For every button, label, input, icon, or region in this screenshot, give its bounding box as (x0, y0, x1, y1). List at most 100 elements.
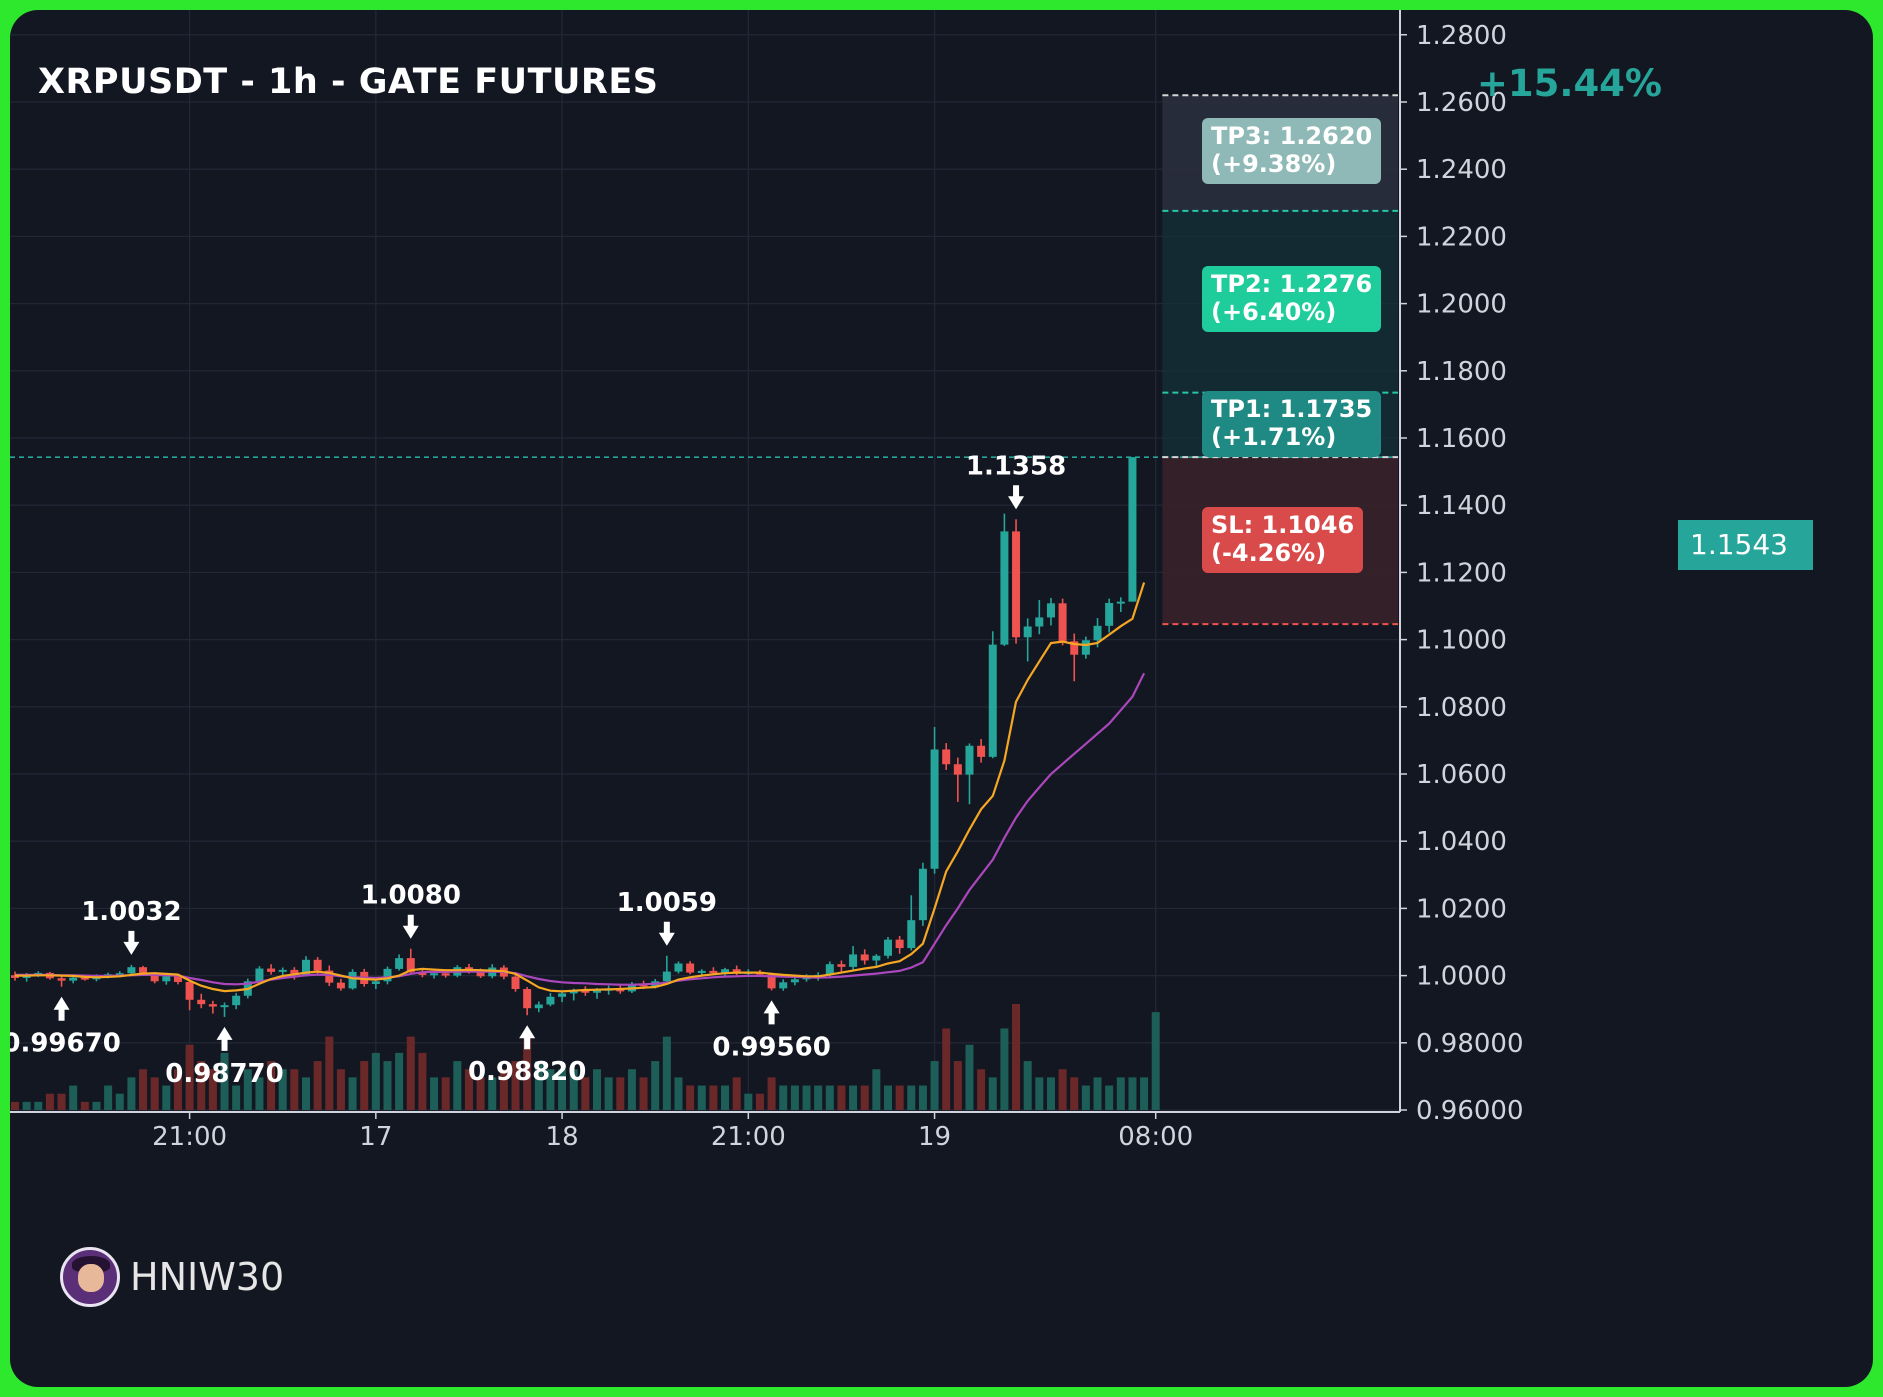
candle-body (186, 982, 194, 1000)
volume-bar (884, 1086, 892, 1110)
volume-bar (756, 1094, 764, 1110)
volume-bar (616, 1077, 624, 1110)
price-tick-label: 1.1800 (1416, 357, 1507, 387)
volume-bar (861, 1086, 869, 1110)
swing-high-label: 1.0032 (81, 897, 181, 927)
volume-bar (849, 1086, 857, 1110)
candle-body (1000, 531, 1008, 644)
volume-bar (314, 1061, 322, 1110)
swing-low-label: 0.98770 (165, 1059, 283, 1089)
candle-body (1059, 603, 1067, 641)
volume-bar (430, 1077, 438, 1110)
price-tick-label: 1.2400 (1416, 155, 1507, 185)
candle-body (139, 967, 147, 973)
candle-body (698, 971, 706, 973)
candle-body (1012, 531, 1020, 637)
volume-bar (628, 1069, 636, 1110)
candle-body (1094, 626, 1102, 640)
candle-body (1035, 617, 1043, 626)
volume-bar (593, 1069, 601, 1110)
down-arrow-icon (659, 922, 675, 946)
volume-bar (92, 1102, 100, 1110)
price-tick-label: 0.98000 (1416, 1029, 1524, 1059)
volume-bar (989, 1077, 997, 1110)
candle-body (162, 976, 170, 981)
time-tick-label: 08:00 (1118, 1122, 1193, 1152)
price-tick-label: 1.1200 (1416, 558, 1507, 588)
author-avatar (60, 1247, 120, 1307)
candle-body (989, 645, 997, 757)
candle-body (197, 1000, 205, 1004)
price-tick-label: 1.1000 (1416, 626, 1507, 656)
price-tick-label: 1.1400 (1416, 491, 1507, 521)
volume-bar (1024, 1061, 1032, 1110)
volume-bar (837, 1086, 845, 1110)
volume-bar (1117, 1077, 1125, 1110)
volume-bar (232, 1086, 240, 1110)
volume-bar (814, 1086, 822, 1110)
price-tick-label: 1.1600 (1416, 424, 1507, 454)
sl-badge: SL: 1.1046 (-4.26%) (1202, 507, 1363, 573)
swing-high-label: 1.1358 (966, 451, 1066, 481)
price-tick-label: 1.2800 (1416, 21, 1507, 51)
volume-bar (640, 1077, 648, 1110)
volume-bar (896, 1086, 904, 1110)
candle-body (896, 940, 904, 948)
candle-body (849, 954, 857, 966)
candle-body (779, 982, 787, 988)
volume-bar (651, 1061, 659, 1110)
volume-bar (977, 1069, 985, 1110)
volume-bar (919, 1086, 927, 1110)
volume-bar (139, 1069, 147, 1110)
volume-bar (11, 1102, 19, 1110)
volume-bar (395, 1053, 403, 1110)
candle-body (314, 960, 322, 971)
candle-body (221, 1005, 229, 1007)
time-tick-label: 21:00 (152, 1122, 227, 1152)
candle-body (954, 764, 962, 774)
up-arrow-icon (54, 997, 70, 1021)
candle-body (674, 964, 682, 972)
swing-low-label: 0.99560 (712, 1032, 830, 1062)
candle-body (535, 1004, 543, 1008)
volume-bar (1012, 1004, 1020, 1110)
volume-bar (1128, 1077, 1136, 1110)
candle-body (942, 749, 950, 764)
swing-high-label: 1.0080 (361, 881, 461, 911)
candle-body (209, 1004, 217, 1006)
price-chart[interactable]: 0.99670 1.0032 0.98770 1.0080 0.98820 1.0059 0… (10, 10, 1873, 1387)
time-tick-label: 18 (546, 1122, 579, 1152)
volume-bar (325, 1037, 333, 1110)
swing-low-label: 0.98820 (468, 1057, 586, 1087)
candle-body (442, 973, 450, 975)
volume-bar (744, 1094, 752, 1110)
volume-bar (302, 1077, 310, 1110)
volume-bar (768, 1077, 776, 1110)
candle-body (965, 746, 973, 775)
price-tick-label: 0.96000 (1416, 1096, 1524, 1126)
candle-body (791, 979, 799, 982)
chart-title: XRPUSDT - 1h - GATE FUTURES (38, 62, 658, 102)
volume-bar (81, 1102, 89, 1110)
volume-bar (1152, 1012, 1160, 1110)
time-tick-label: 19 (918, 1122, 951, 1152)
volume-bar (721, 1086, 729, 1110)
candle-body (907, 920, 915, 948)
price-tick-label: 1.0400 (1416, 827, 1507, 857)
volume-bar (151, 1077, 159, 1110)
candle-body (884, 940, 892, 956)
swing-annotations: 0.99670 1.0032 0.98770 1.0080 0.98820 1.0059 0… (10, 451, 1066, 1089)
candle-body (861, 954, 869, 960)
candle-body (546, 997, 554, 1005)
volume-bar (931, 1061, 939, 1110)
volume-bar (1094, 1077, 1102, 1110)
price-tick-label: 1.0600 (1416, 760, 1507, 790)
swing-low-label: 0.99670 (10, 1029, 121, 1059)
volume-bar (1000, 1028, 1008, 1110)
candle-body (663, 972, 671, 982)
price-tick-label: 1.0200 (1416, 894, 1507, 924)
volume-bar (605, 1077, 613, 1110)
candle-body (349, 972, 357, 988)
candle-body (1117, 602, 1125, 604)
volume-bar (907, 1086, 915, 1110)
